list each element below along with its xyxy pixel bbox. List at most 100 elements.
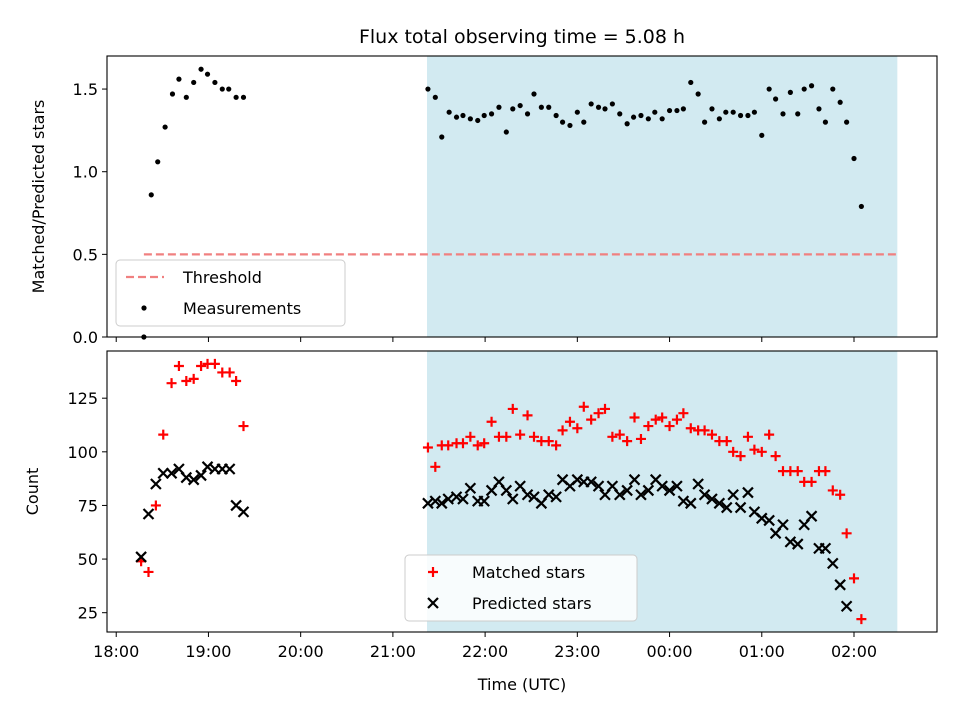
count-ytick-label: 75 — [78, 496, 98, 515]
matched-star-point — [770, 451, 781, 462]
matched-star-point — [685, 423, 696, 434]
matched-star-point — [578, 401, 589, 412]
matched-star-point — [706, 429, 717, 440]
measurement-point — [467, 116, 473, 122]
predicted-star-point — [777, 518, 789, 531]
matched-star-point — [749, 444, 760, 455]
matched-star-point — [465, 431, 476, 442]
predicted-star-point — [223, 463, 236, 475]
measurement-point — [638, 112, 644, 119]
measurement-point — [822, 119, 829, 125]
matched-star-point — [849, 573, 859, 584]
predicted-star-point — [671, 480, 683, 492]
matched-star-point — [515, 429, 526, 440]
predicted-star-point — [478, 495, 490, 507]
matched-star-point — [792, 466, 803, 477]
measurement-point — [567, 122, 573, 129]
predicted-star-point — [195, 469, 207, 482]
ratio-ytick-label: 1.5 — [73, 80, 98, 99]
matched-star-point — [143, 566, 154, 577]
predicted-star-point — [698, 488, 711, 501]
matched-star-point — [635, 433, 646, 444]
predicted-star-point — [429, 495, 442, 507]
ratio-ytick-label: 0.5 — [73, 245, 98, 264]
xtick-label: 02:00 — [831, 642, 877, 661]
measurement-point — [659, 116, 665, 122]
measurement-point — [425, 86, 431, 92]
measurement-point — [162, 124, 168, 130]
measurement-point — [844, 119, 850, 125]
matched-star-point — [841, 528, 852, 539]
matched-star-point — [181, 376, 192, 387]
measurement-point — [609, 101, 615, 107]
matched-star-point — [820, 466, 831, 477]
chart-title: Flux total observing time = 5.08 h — [359, 26, 685, 48]
matched-star-point — [572, 423, 583, 434]
matched-star-point — [486, 416, 497, 427]
count-ytick-label: 100 — [67, 443, 98, 462]
matched-star-point — [166, 378, 177, 389]
predicted-stars-series — [135, 461, 853, 613]
matched-stars-series — [136, 358, 867, 625]
measurement-point — [517, 102, 523, 109]
matched-star-point — [742, 431, 753, 442]
matched-star-point — [664, 421, 675, 432]
matched-star-point — [231, 376, 242, 387]
predicted-star-point — [585, 476, 597, 488]
predicted-star-point — [135, 551, 147, 563]
measurement-point — [716, 116, 722, 122]
predicted-star-point — [763, 514, 775, 527]
matched-star-point — [196, 361, 207, 372]
matched-star-point — [671, 414, 682, 425]
xtick-label: 00:00 — [647, 642, 693, 661]
measurement-point — [148, 192, 154, 198]
measurement-point — [780, 111, 786, 117]
measurement-point — [766, 86, 772, 92]
matched-star-point — [764, 429, 775, 440]
measurement-point — [695, 91, 701, 97]
predicted-star-point — [180, 471, 193, 484]
measurement-point — [680, 106, 686, 112]
measurement-point — [795, 111, 801, 117]
matched-star-point — [430, 461, 441, 472]
measurement-point — [546, 104, 552, 110]
measurement-point — [219, 86, 225, 92]
predicted-star-point — [642, 484, 655, 497]
measurement-point — [787, 89, 793, 95]
measurement-point — [488, 111, 495, 117]
xtick-label: 20:00 — [278, 642, 324, 661]
predicted-star-point — [805, 510, 818, 522]
measurement-point — [460, 112, 466, 119]
ratio-panel: 0.0 0.5 1.0 1.5 Matched/Predicted stars Thres… — [29, 55, 938, 347]
xtick-label: 22:00 — [462, 642, 508, 661]
matched-star-point — [699, 425, 710, 436]
count-axes-frame — [106, 350, 938, 633]
measurement-point — [759, 132, 765, 138]
count-legend: Matched stars Predicted stars — [404, 554, 638, 622]
measurement-point — [524, 111, 531, 117]
predicted-star-point — [840, 600, 853, 613]
measurement-point — [617, 111, 623, 117]
matched-star-point — [622, 436, 633, 447]
matched-star-point — [614, 429, 625, 440]
count-y-axis-label: Count — [23, 468, 42, 516]
predicted-star-point — [613, 488, 626, 501]
legend-label: Predicted stars — [472, 594, 592, 613]
measurement-point — [745, 112, 751, 119]
predicted-star-point — [692, 478, 704, 490]
predicted-star-point — [684, 497, 697, 510]
predicted-star-point — [819, 542, 832, 555]
measurements-series — [141, 66, 864, 340]
measurement-point — [531, 91, 537, 97]
measurement-point — [439, 134, 445, 140]
measurement-point — [652, 109, 658, 115]
matched-star-point — [756, 446, 767, 457]
ratio-ytick-label: 0.0 — [73, 328, 98, 347]
predicted-star-point — [157, 467, 170, 480]
measurement-point — [808, 83, 815, 89]
matched-star-point — [735, 451, 746, 462]
matched-star-point — [173, 361, 184, 372]
matched-star-point — [586, 414, 597, 425]
matched-star-point — [422, 442, 433, 453]
